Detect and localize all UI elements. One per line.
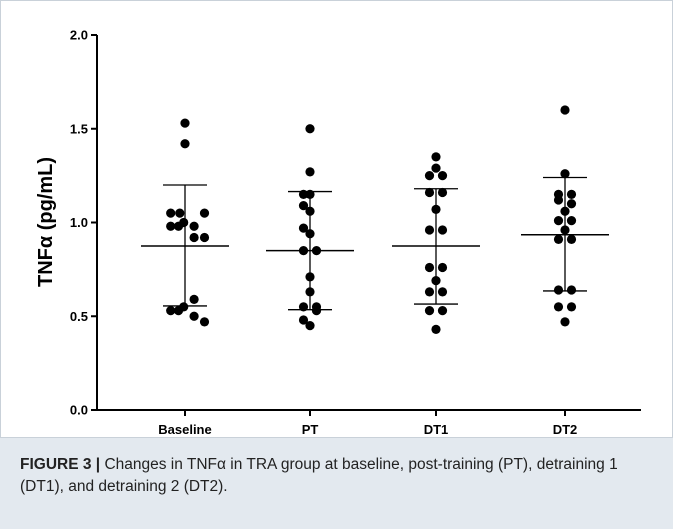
data-point [298, 223, 309, 233]
data-point [431, 324, 441, 334]
data-point [431, 152, 441, 162]
y-tick-label: 1.5 [70, 121, 88, 136]
data-point [553, 216, 564, 226]
data-point [180, 118, 190, 128]
data-point [437, 187, 448, 198]
data-point [560, 317, 570, 327]
data-point [179, 217, 189, 228]
data-point [305, 321, 315, 331]
y-tick-label: 1.0 [70, 215, 88, 230]
data-point [180, 139, 190, 149]
data-point [298, 189, 309, 199]
caption-label: FIGURE 3 | [20, 456, 101, 473]
data-point [566, 234, 577, 244]
data-point [166, 221, 176, 231]
data-point [199, 208, 210, 218]
data-point [437, 262, 448, 273]
x-tick-label: Baseline [158, 422, 211, 437]
data-point [560, 225, 570, 235]
data-point [424, 225, 435, 235]
data-point [305, 167, 315, 177]
data-point [553, 302, 564, 312]
data-point [189, 221, 199, 231]
data-point [166, 208, 176, 218]
data-point [311, 246, 322, 256]
data-point [566, 189, 577, 199]
data-point [553, 234, 564, 244]
caption-text: Changes in TNFα in TRA group at baseline… [20, 456, 618, 495]
group-dt2 [521, 105, 609, 327]
data-point [431, 163, 441, 173]
data-point [298, 302, 309, 312]
data-point [166, 306, 176, 316]
data-point [305, 229, 315, 239]
data-point [566, 199, 577, 209]
data-point [566, 302, 577, 312]
group-dt1 [392, 152, 480, 334]
data-point [175, 208, 185, 218]
data-point [424, 187, 435, 198]
data-point [179, 302, 189, 312]
data-point [437, 306, 448, 316]
axes: 0.0 0.5 1.0 1.5 2.0 Baseline PT DT1 DT2 [70, 28, 641, 437]
data-point [560, 105, 570, 115]
x-tick-label: PT [302, 422, 319, 437]
data-point [553, 195, 564, 205]
data-point [305, 272, 315, 282]
data-point [424, 171, 435, 181]
y-tick-label: 0.5 [70, 309, 88, 324]
data-point [199, 317, 210, 327]
data-point [437, 287, 448, 297]
data-point [566, 216, 577, 226]
group-baseline [141, 118, 229, 327]
x-tick-label: DT1 [424, 422, 449, 437]
y-tick-label: 0.0 [70, 403, 88, 418]
data-point [437, 171, 448, 181]
y-axis-title: TNFα (pg/mL) [35, 157, 57, 287]
data-point [189, 294, 199, 304]
data-point [189, 311, 199, 321]
data-point [553, 285, 564, 295]
data-point [298, 201, 309, 211]
data-point [566, 285, 577, 295]
data-point [560, 206, 570, 216]
data-point [199, 232, 210, 243]
data-point [305, 189, 315, 199]
data-point [424, 287, 435, 297]
data-point [189, 232, 199, 243]
data-point [431, 276, 441, 286]
data-point [437, 225, 448, 235]
data-point [424, 306, 435, 316]
data-point [298, 246, 309, 256]
figure-panel: 0.0 0.5 1.0 1.5 2.0 Baseline PT DT1 DT2 TNFα (pg… [0, 0, 673, 438]
data-point [298, 315, 309, 325]
data-point [305, 287, 315, 297]
data-point [424, 262, 435, 273]
x-tick-label: DT2 [553, 422, 578, 437]
group-pt [266, 124, 354, 331]
data-marks [141, 105, 609, 334]
y-tick-label: 2.0 [70, 28, 88, 43]
data-point [311, 306, 322, 316]
data-point [305, 124, 315, 134]
data-point [431, 204, 441, 214]
data-point [560, 169, 570, 179]
figure-caption: FIGURE 3 | Changes in TNFα in TRA group … [0, 438, 673, 529]
data-point [305, 206, 315, 216]
scatter-chart: 0.0 0.5 1.0 1.5 2.0 Baseline PT DT1 DT2 TNFα (pg… [35, 28, 641, 437]
